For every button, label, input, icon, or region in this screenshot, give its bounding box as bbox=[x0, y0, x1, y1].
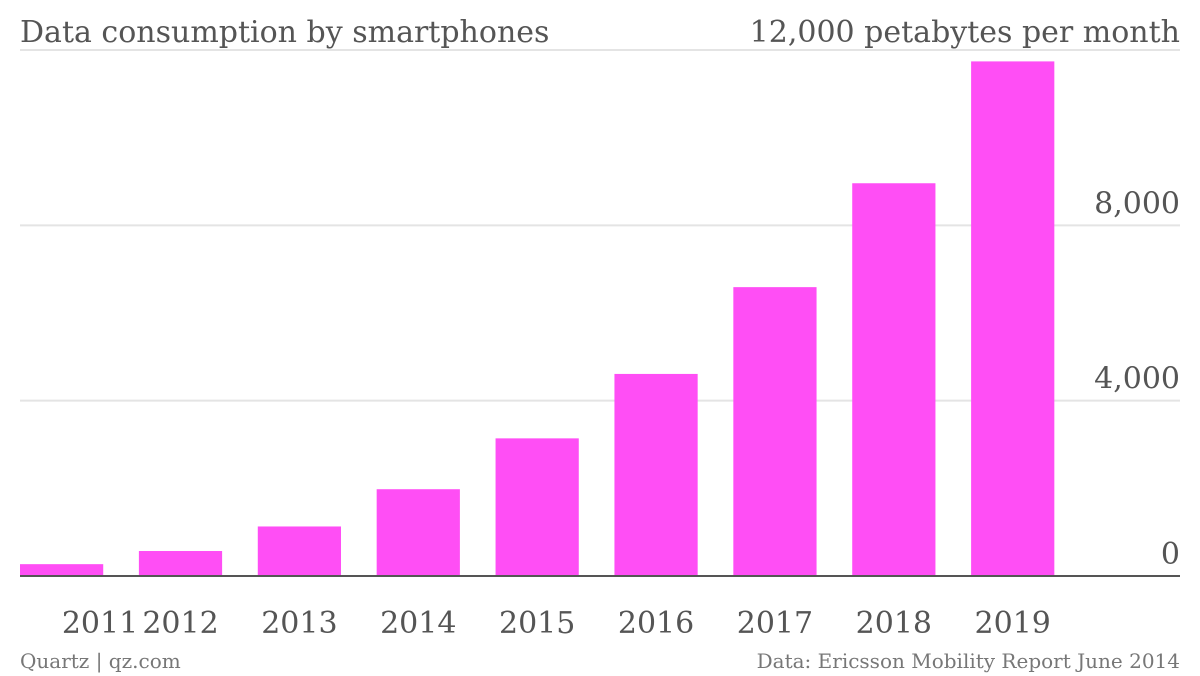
x-tick-label: 2017 bbox=[737, 606, 813, 641]
bar-2014 bbox=[376, 489, 460, 576]
x-tick-label: 2013 bbox=[261, 606, 337, 641]
x-axis-ticks: 2011 2012 2013 2014 2015 2016 2017 2018 2019 bbox=[62, 606, 1051, 641]
y-tick-label: 0 bbox=[1161, 537, 1180, 572]
bar-2016 bbox=[614, 373, 698, 576]
chart-title: Data consumption by smartphones bbox=[20, 15, 549, 50]
y-axis-ticks: 0 4,000 8,000 bbox=[1094, 186, 1180, 572]
y-tick-label: 4,000 bbox=[1094, 362, 1180, 397]
x-tick-label: 2012 bbox=[142, 606, 218, 641]
y-tick-label: 8,000 bbox=[1094, 186, 1180, 221]
bar-2018 bbox=[852, 183, 936, 576]
footer-credit: Quartz | qz.com bbox=[20, 649, 181, 674]
bar-2019 bbox=[971, 61, 1055, 576]
x-tick-label: 2014 bbox=[380, 606, 456, 641]
x-tick-label: 2016 bbox=[618, 606, 694, 641]
bar-2011 bbox=[20, 564, 104, 576]
bar-2017 bbox=[733, 287, 817, 576]
unit-label: 12,000 petabytes per month bbox=[750, 15, 1180, 50]
x-tick-label: 2015 bbox=[499, 606, 575, 641]
x-tick-label: 2019 bbox=[975, 606, 1051, 641]
bar-2012 bbox=[138, 551, 223, 576]
bar-2013 bbox=[257, 526, 341, 576]
footer-source: Data: Ericsson Mobility Report June 2014 bbox=[757, 649, 1180, 673]
bar-2015 bbox=[495, 438, 579, 576]
x-tick-label: 2018 bbox=[856, 606, 932, 641]
x-tick-label: 2011 bbox=[62, 606, 138, 641]
bars bbox=[20, 61, 1055, 576]
